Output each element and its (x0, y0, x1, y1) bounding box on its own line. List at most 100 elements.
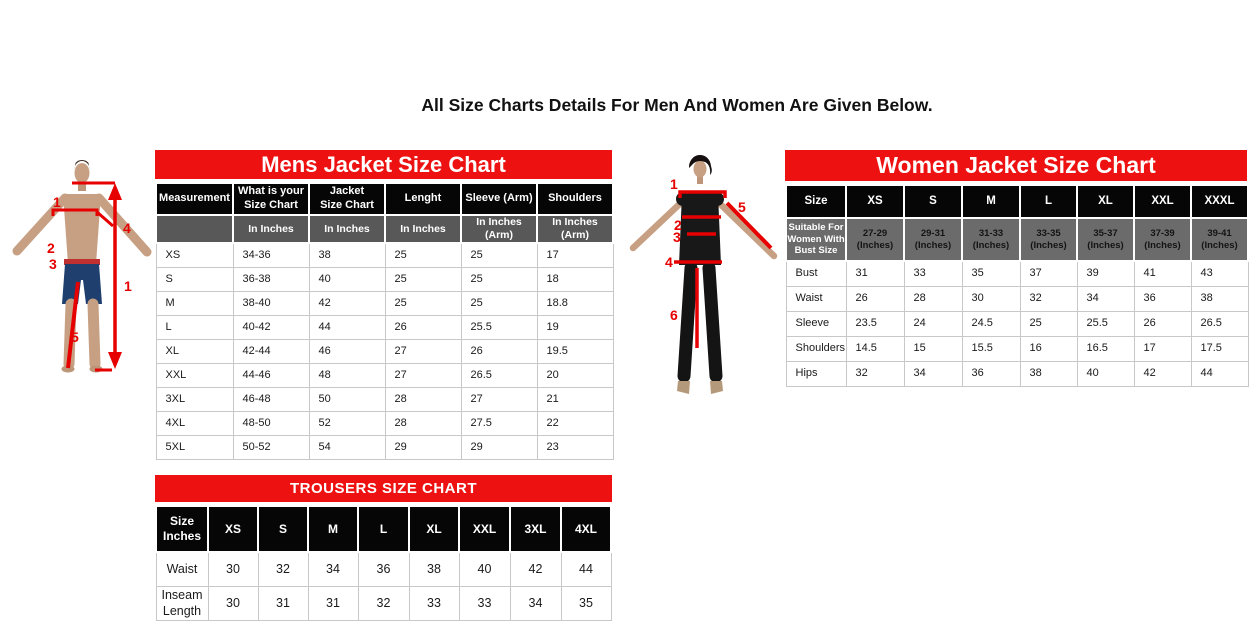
column-header: Sleeve (Arm) (460, 182, 538, 216)
value-cell: 16 (1019, 336, 1078, 362)
value-cell: 42 (509, 551, 562, 587)
table-row: Waist 30 32 34 36 38 40 42 44 (155, 551, 612, 587)
value-cell: 48 (308, 363, 386, 389)
table-row: XL 42-44 46 27 26 19.5 (155, 339, 614, 365)
mens-chart-table: Measurement What is your Size Chart Jacket… (155, 182, 614, 461)
value-cell: 24 (903, 311, 963, 337)
units-cell: 39-41 (Inches) (1190, 217, 1249, 262)
value-cell: 25 (460, 291, 538, 317)
female-top (679, 193, 721, 265)
column-header: M (961, 184, 1021, 219)
female-right-heel (710, 381, 723, 394)
units-cell (155, 213, 234, 245)
value-cell: 42 (1133, 361, 1192, 387)
female-hair (688, 154, 712, 175)
male-marker-waist: 3 (49, 256, 57, 272)
value-cell: 38 (1019, 361, 1078, 387)
value-cell: 18 (536, 267, 614, 293)
table-row: XS 34-36 38 25 25 17 (155, 242, 614, 269)
value-cell: 34 (509, 586, 562, 621)
value-cell: 42-44 (232, 339, 310, 365)
value-cell: 38-40 (232, 291, 310, 317)
female-marker-inseam: 6 (670, 307, 678, 323)
male-arrow-up-icon (108, 183, 122, 200)
value-cell: 38 (1190, 286, 1249, 312)
male-waistband (64, 259, 100, 265)
table-row: Hips 32 34 36 38 40 42 44 (785, 361, 1249, 387)
male-head (74, 163, 90, 183)
male-left-arm (12, 193, 70, 256)
column-header: XXXL (1190, 184, 1249, 219)
value-cell: 25 (460, 267, 538, 293)
value-cell: 25 (384, 267, 462, 293)
units-cell: In Inches (384, 213, 462, 245)
units-cell: In Inches (Arm) (536, 213, 614, 245)
value-cell: 20 (536, 363, 614, 389)
units-cell: In Inches (308, 213, 386, 245)
row-label: 3XL (155, 387, 234, 413)
units-cell: 33-35 (Inches) (1019, 217, 1078, 262)
male-figure-illustration: 1 2 3 4 1 5 (12, 159, 152, 373)
value-cell: 19 (536, 315, 614, 341)
value-cell: 54 (308, 435, 386, 461)
value-cell: 29 (460, 435, 538, 461)
women-chart-table: Size XS S M L XL XXL XXXL Suitable For Women Wit… (785, 184, 1249, 387)
male-marker-shoulders: 1 (53, 194, 61, 210)
value-cell: 28 (903, 286, 963, 312)
column-header: Size (785, 184, 847, 219)
male-inseam-line (66, 281, 80, 369)
units-cell: 29-31 (Inches) (903, 217, 963, 262)
value-cell: 32 (845, 361, 905, 387)
value-cell: 21 (536, 387, 614, 413)
column-header: Jacket Size Chart (308, 182, 386, 216)
value-cell: 22 (536, 411, 614, 437)
value-cell: 33 (903, 260, 963, 287)
male-neck (78, 179, 86, 191)
units-cell: In Inches (232, 213, 310, 245)
value-cell: 31 (257, 586, 309, 621)
value-cell: 25.5 (460, 315, 538, 341)
value-cell: 25 (460, 242, 538, 269)
value-cell: 23 (536, 435, 614, 461)
value-cell: 40 (1076, 361, 1135, 387)
male-torso (63, 194, 101, 264)
value-cell: 34 (1076, 286, 1135, 312)
value-cell: 32 (257, 551, 309, 587)
table-row: 3XL 46-48 50 28 27 21 (155, 387, 614, 413)
column-header: XXL (1133, 184, 1192, 219)
trousers-chart-table: Size Inches XS S M L XL XXL 3XL 4XL Waist 30 32 34 36… (155, 505, 612, 621)
column-header: Measurement (155, 182, 234, 216)
value-cell: 38 (308, 242, 386, 269)
value-cell: 31 (307, 586, 359, 621)
female-right-arm (710, 194, 778, 260)
row-label: Hips (785, 361, 847, 387)
value-cell: 17.5 (1190, 336, 1249, 362)
male-right-leg (87, 298, 101, 370)
value-cell: 23.5 (845, 311, 905, 337)
table-row: XXL 44-46 48 27 26.5 20 (155, 363, 614, 389)
column-header: Size Inches (155, 505, 209, 553)
value-cell: 25 (384, 291, 462, 317)
value-cell: 27 (384, 339, 462, 365)
value-cell: 36 (1133, 286, 1192, 312)
value-cell: 33 (458, 586, 511, 621)
column-header: L (1019, 184, 1078, 219)
female-right-leg (702, 261, 723, 383)
value-cell: 32 (1019, 286, 1078, 312)
units-row: In Inches In Inches In Inches In Inches (Ar… (155, 213, 614, 245)
value-cell: 19.5 (536, 339, 614, 365)
value-cell: 27.5 (460, 411, 538, 437)
value-cell: 52 (308, 411, 386, 437)
value-cell: 33 (408, 586, 460, 621)
female-left-heel (677, 381, 690, 394)
value-cell: 36 (961, 361, 1021, 387)
column-header: Lenght (384, 182, 462, 216)
value-cell: 50 (308, 387, 386, 413)
female-marker-hips: 4 (665, 254, 673, 270)
value-cell: 44-46 (232, 363, 310, 389)
row-label: Bust (785, 260, 847, 287)
row-label: S (155, 267, 234, 293)
male-shoulder-to-arrow-line (96, 210, 114, 228)
row-label: Shoulders (785, 336, 847, 362)
